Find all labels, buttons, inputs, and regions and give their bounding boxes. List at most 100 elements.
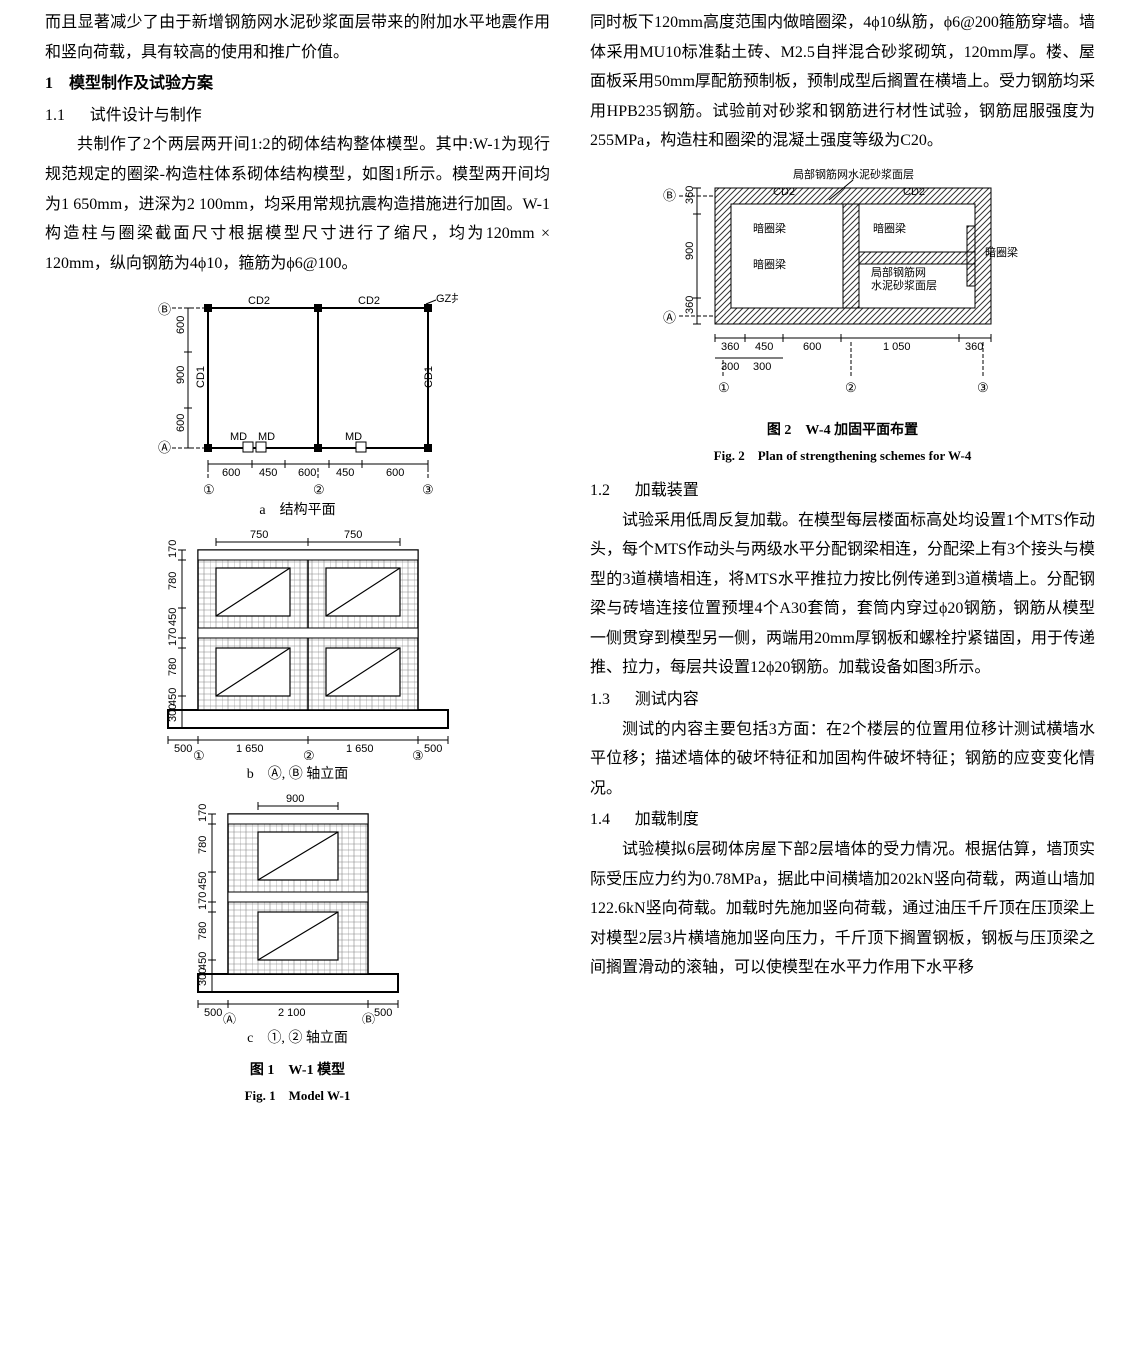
svg-text:①: ① — [193, 748, 205, 760]
fig1-elev-c-svg: 900 170 780 450 170 — [158, 794, 438, 1024]
left-p1: 而且显著减少了由于新增钢筋网水泥砂浆面层带来的附加水平地震作用和竖向荷载，具有较… — [45, 8, 550, 67]
fig1-sub-c: c ①, ② 轴立面 — [45, 1026, 550, 1052]
svg-text:600: 600 — [803, 341, 821, 353]
svg-text:780: 780 — [167, 658, 179, 676]
svg-text:500: 500 — [424, 743, 442, 755]
h13-text: 测试内容 — [635, 691, 699, 708]
svg-text:Ⓑ: Ⓑ — [158, 302, 171, 317]
figure-2: 局部钢筋网水泥砂浆面层 CD2 CD2 暗圈梁 暗圈梁 暗圈梁 — [590, 164, 1095, 468]
h14-num: 1.4 — [590, 805, 635, 835]
svg-text:水泥砂浆面层: 水泥砂浆面层 — [871, 278, 937, 292]
h11-num: 1.1 — [45, 101, 90, 131]
fig2-caption-en: Fig. 2 Plan of strengthening schemes for… — [590, 444, 1095, 468]
svg-text:900: 900 — [684, 242, 696, 260]
svg-text:②: ② — [845, 380, 857, 395]
h13-num: 1.3 — [590, 685, 635, 715]
svg-text:CD1: CD1 — [423, 366, 435, 388]
heading-1-1: 1.1试件设计与制作 — [45, 101, 550, 131]
svg-text:①: ① — [718, 380, 730, 395]
svg-text:360: 360 — [721, 341, 739, 353]
svg-text:170: 170 — [167, 540, 179, 558]
svg-text:GZ共6根: GZ共6根 — [436, 291, 458, 305]
fig1-plan-svg: GZ共6根 CD2 CD2 CD1 CD1 MD MD MD Ⓑ Ⓐ — [138, 286, 458, 496]
h12-num: 1.2 — [590, 476, 635, 506]
svg-text:600: 600 — [175, 414, 187, 432]
svg-text:750: 750 — [344, 530, 362, 541]
svg-text:780: 780 — [167, 572, 179, 590]
svg-text:1 650: 1 650 — [346, 743, 374, 755]
svg-text:①: ① — [203, 482, 215, 496]
svg-text:MD: MD — [258, 431, 275, 443]
svg-text:450: 450 — [336, 467, 354, 479]
svg-text:300: 300 — [753, 361, 771, 373]
svg-text:暗圈梁: 暗圈梁 — [985, 245, 1018, 259]
svg-text:500: 500 — [174, 743, 192, 755]
fig1-caption-cn: 图 1 W-1 模型 — [45, 1058, 550, 1084]
heading-1-2: 1.2加载装置 — [590, 476, 1095, 506]
svg-text:MD: MD — [230, 431, 247, 443]
svg-text:450: 450 — [167, 688, 179, 706]
svg-text:Ⓑ: Ⓑ — [362, 1012, 375, 1024]
svg-text:500: 500 — [204, 1007, 222, 1019]
fig1-sub-a: a 结构平面 — [45, 498, 550, 524]
svg-text:1 050: 1 050 — [883, 341, 911, 353]
fig2-caption-cn: 图 2 W-4 加固平面布置 — [590, 418, 1095, 444]
svg-text:③: ③ — [977, 380, 989, 395]
right-p3: 测试的内容主要包括3方面：在2个楼层的位置用位移计测试横墙水平位移；描述墙体的破… — [590, 715, 1095, 804]
svg-text:③: ③ — [422, 482, 434, 496]
svg-text:900: 900 — [175, 366, 187, 384]
svg-text:170: 170 — [197, 804, 209, 822]
svg-text:450: 450 — [197, 952, 209, 970]
svg-text:600: 600 — [222, 467, 240, 479]
svg-text:暗圈梁: 暗圈梁 — [753, 257, 786, 271]
svg-text:170: 170 — [197, 892, 209, 910]
fig1-caption-en: Fig. 1 Model W-1 — [45, 1084, 550, 1108]
svg-text:②: ② — [303, 748, 315, 760]
svg-text:局部钢筋网水泥砂浆面层: 局部钢筋网水泥砂浆面层 — [793, 167, 914, 181]
svg-text:500: 500 — [374, 1007, 392, 1019]
svg-text:Ⓐ: Ⓐ — [223, 1012, 236, 1024]
svg-text:360: 360 — [684, 186, 696, 204]
svg-text:300: 300 — [721, 361, 739, 373]
svg-text:450: 450 — [197, 872, 209, 890]
svg-text:450: 450 — [755, 341, 773, 353]
fig2-svg: 局部钢筋网水泥砂浆面层 CD2 CD2 暗圈梁 暗圈梁 暗圈梁 — [633, 164, 1053, 414]
svg-text:780: 780 — [197, 922, 209, 940]
svg-text:300: 300 — [167, 704, 179, 722]
heading-1-4: 1.4加载制度 — [590, 805, 1095, 835]
svg-text:300: 300 — [197, 968, 209, 986]
svg-text:CD1: CD1 — [195, 366, 207, 388]
svg-text:170: 170 — [167, 628, 179, 646]
fig1-sub-b: b Ⓐ, Ⓑ 轴立面 — [45, 762, 550, 788]
svg-text:600: 600 — [175, 316, 187, 334]
svg-text:②: ② — [313, 482, 325, 496]
svg-text:900: 900 — [286, 794, 304, 805]
svg-text:CD2: CD2 — [903, 186, 925, 198]
svg-text:暗圈梁: 暗圈梁 — [753, 221, 786, 235]
svg-text:CD2: CD2 — [358, 295, 380, 307]
svg-text:450: 450 — [259, 467, 277, 479]
svg-text:Ⓑ: Ⓑ — [663, 188, 676, 203]
svg-text:750: 750 — [250, 530, 268, 541]
heading-1: 1 模型制作及试验方案 — [45, 69, 550, 99]
svg-text:暗圈梁: 暗圈梁 — [873, 221, 906, 235]
svg-text:600: 600 — [298, 467, 316, 479]
heading-1-3: 1.3测试内容 — [590, 685, 1095, 715]
svg-text:局部钢筋网: 局部钢筋网 — [871, 265, 926, 279]
svg-text:450: 450 — [167, 608, 179, 626]
fig1-elev-b-svg: 750 750 170 780 450 — [128, 530, 468, 760]
right-p4: 试验模拟6层砌体房屋下部2层墙体的受力情况。根据估算，墙顶实际受压应力约为0.7… — [590, 835, 1095, 983]
svg-text:Ⓐ: Ⓐ — [663, 310, 676, 325]
svg-text:Ⓐ: Ⓐ — [158, 440, 171, 455]
h12-text: 加载装置 — [635, 482, 699, 499]
svg-text:CD2: CD2 — [248, 295, 270, 307]
svg-text:780: 780 — [197, 836, 209, 854]
figure-1: GZ共6根 CD2 CD2 CD1 CD1 MD MD MD Ⓑ Ⓐ — [45, 286, 550, 1108]
svg-text:CD2: CD2 — [773, 186, 795, 198]
h11-text: 试件设计与制作 — [90, 107, 202, 124]
svg-text:360: 360 — [684, 296, 696, 314]
svg-text:2 100: 2 100 — [278, 1007, 306, 1019]
right-p2: 试验采用低周反复加载。在模型每层楼面标高处均设置1个MTS作动头，每个MTS作动… — [590, 506, 1095, 684]
left-p2: 共制作了2个两层两开间1:2的砌体结构整体模型。其中:W-1为现行规范规定的圈梁… — [45, 130, 550, 278]
svg-text:MD: MD — [345, 431, 362, 443]
